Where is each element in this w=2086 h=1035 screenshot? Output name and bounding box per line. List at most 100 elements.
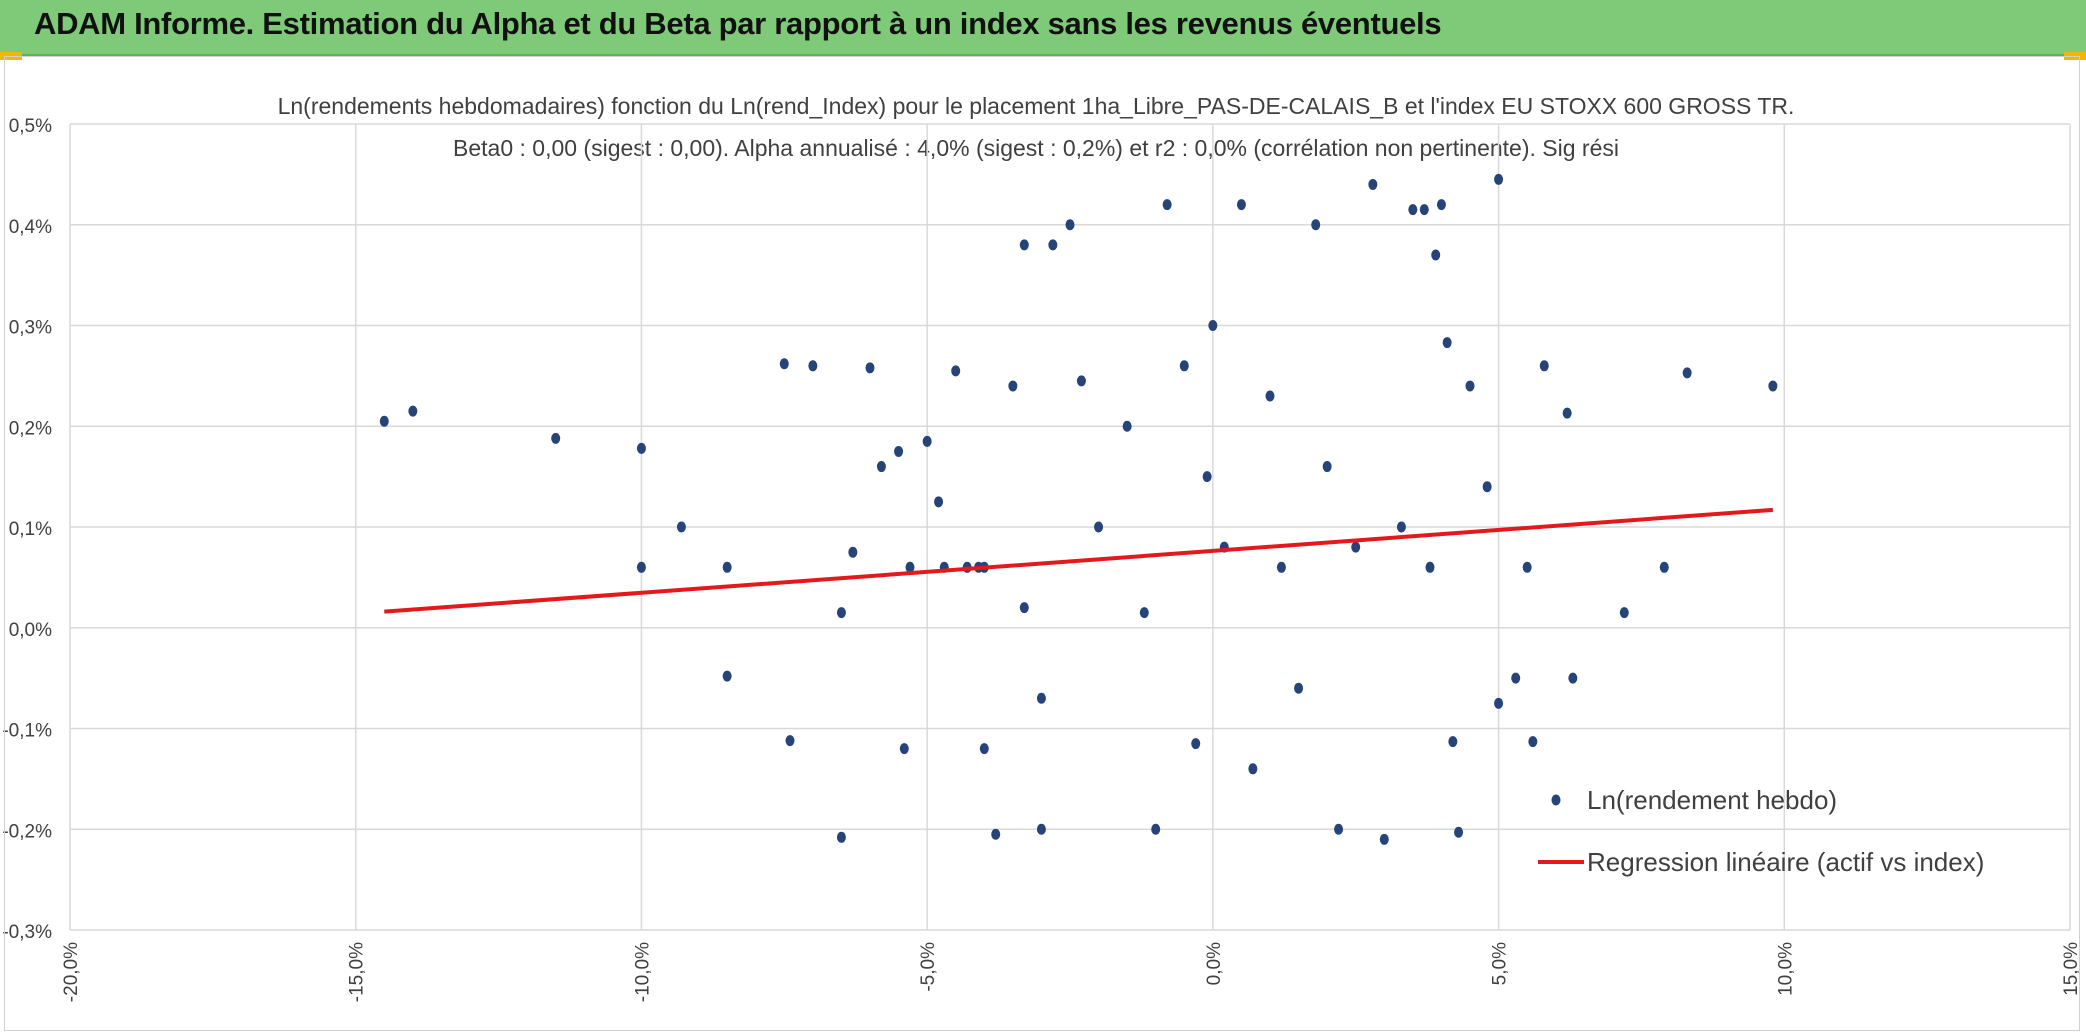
regression-line bbox=[384, 507, 1774, 614]
x-tick-label: 0,0% bbox=[1204, 942, 1225, 985]
data-point bbox=[1682, 367, 1692, 379]
x-tick-label: 15,0% bbox=[2061, 942, 2082, 996]
data-point bbox=[1482, 481, 1492, 493]
legend-label: Regression linéaire (actif vs index) bbox=[1587, 847, 1984, 877]
data-point bbox=[1265, 390, 1275, 402]
data-point bbox=[1454, 826, 1464, 838]
data-point bbox=[1065, 219, 1075, 231]
x-tick-label: 5,0% bbox=[1490, 942, 1511, 985]
data-point bbox=[1048, 239, 1058, 251]
data-point bbox=[836, 607, 846, 619]
data-point bbox=[1094, 521, 1104, 533]
x-tick-label: -5,0% bbox=[918, 942, 939, 992]
data-point bbox=[779, 358, 789, 370]
data-point bbox=[1659, 561, 1669, 573]
data-point bbox=[1311, 219, 1321, 231]
regression-line-layer bbox=[384, 507, 1774, 614]
data-point bbox=[1539, 360, 1549, 372]
data-point bbox=[1322, 461, 1332, 473]
data-point bbox=[1248, 763, 1258, 775]
data-point bbox=[1351, 541, 1361, 553]
data-point bbox=[1465, 380, 1475, 392]
data-point bbox=[1442, 337, 1452, 349]
data-point bbox=[1511, 672, 1521, 684]
data-point bbox=[899, 743, 909, 755]
data-point bbox=[836, 831, 846, 843]
data-point bbox=[1528, 736, 1538, 748]
x-tick-label: -10,0% bbox=[632, 942, 653, 1002]
data-point bbox=[1191, 738, 1201, 750]
data-point bbox=[1619, 607, 1629, 619]
y-tick-label: 0,2% bbox=[9, 418, 52, 439]
x-tick-label: -20,0% bbox=[61, 942, 82, 1002]
data-point bbox=[808, 360, 818, 372]
data-point bbox=[865, 362, 875, 374]
data-point bbox=[1368, 178, 1378, 190]
report-title: ADAM Informe. Estimation du Alpha et du … bbox=[34, 6, 1442, 41]
data-point bbox=[1008, 380, 1018, 392]
data-point bbox=[1036, 692, 1046, 704]
data-point bbox=[1036, 823, 1046, 835]
data-point bbox=[991, 828, 1001, 840]
data-point bbox=[1179, 360, 1189, 372]
x-tick-label: -15,0% bbox=[347, 942, 368, 1002]
y-tick-label: 0,3% bbox=[9, 318, 52, 339]
scatter-points bbox=[379, 173, 1778, 845]
data-point bbox=[1396, 521, 1406, 533]
data-point bbox=[1494, 173, 1504, 185]
y-tick-label: 0,0% bbox=[9, 620, 52, 641]
y-tick-label: -0,1% bbox=[2, 721, 52, 742]
data-point bbox=[922, 435, 932, 447]
data-point bbox=[1019, 239, 1029, 251]
y-tick-label: 0,4% bbox=[9, 217, 52, 238]
axes: 0,5%0,4%0,3%0,2%0,1%0,0%-0,1%-0,2%-0,3%-… bbox=[2, 116, 2082, 1002]
data-point bbox=[1425, 561, 1435, 573]
data-point bbox=[1522, 561, 1532, 573]
data-point bbox=[1334, 823, 1344, 835]
data-point bbox=[408, 405, 418, 417]
data-point bbox=[1408, 204, 1418, 216]
data-point bbox=[951, 365, 961, 377]
data-point bbox=[1562, 407, 1572, 419]
data-point bbox=[848, 546, 858, 558]
scatter-chart: Ln(rendements hebdomadaires) fonction du… bbox=[2, 93, 2082, 1002]
data-point bbox=[1294, 682, 1304, 694]
legend-label: Ln(rendement hebdo) bbox=[1587, 785, 1837, 815]
data-point bbox=[722, 670, 732, 682]
title-bar: ADAM Informe. Estimation du Alpha et du … bbox=[0, 0, 2086, 56]
data-point bbox=[1494, 697, 1504, 709]
data-point bbox=[636, 442, 646, 454]
data-point bbox=[1431, 249, 1441, 261]
y-tick-label: 0,1% bbox=[9, 519, 52, 540]
data-point bbox=[1379, 833, 1389, 845]
data-point bbox=[551, 432, 561, 444]
y-tick-label: -0,3% bbox=[2, 922, 52, 943]
legend-marker-scatter bbox=[1551, 794, 1561, 806]
y-tick-label: -0,2% bbox=[2, 821, 52, 842]
data-point bbox=[1151, 823, 1161, 835]
data-point bbox=[1076, 375, 1086, 387]
data-point bbox=[1202, 471, 1212, 483]
data-point bbox=[785, 735, 795, 747]
data-point bbox=[1419, 204, 1429, 216]
chart-subtitle: Beta0 : 0,00 (sigest : 0,00). Alpha annu… bbox=[453, 135, 1619, 161]
data-point bbox=[722, 561, 732, 573]
data-point bbox=[1436, 199, 1446, 211]
data-point bbox=[1162, 199, 1172, 211]
data-point bbox=[1448, 736, 1458, 748]
data-point bbox=[1276, 561, 1286, 573]
data-point bbox=[1139, 607, 1149, 619]
data-point bbox=[934, 496, 944, 508]
data-point bbox=[636, 561, 646, 573]
chart-title: Ln(rendements hebdomadaires) fonction du… bbox=[278, 93, 1795, 119]
data-point bbox=[1768, 380, 1778, 392]
data-point bbox=[1236, 199, 1246, 211]
data-point bbox=[979, 743, 989, 755]
grid bbox=[69, 123, 2071, 931]
data-point bbox=[379, 415, 389, 427]
x-tick-label: 10,0% bbox=[1775, 942, 1796, 996]
data-point bbox=[1208, 320, 1218, 331]
y-tick-label: 0,5% bbox=[9, 116, 52, 137]
data-point bbox=[1568, 672, 1578, 684]
data-point bbox=[876, 461, 886, 473]
